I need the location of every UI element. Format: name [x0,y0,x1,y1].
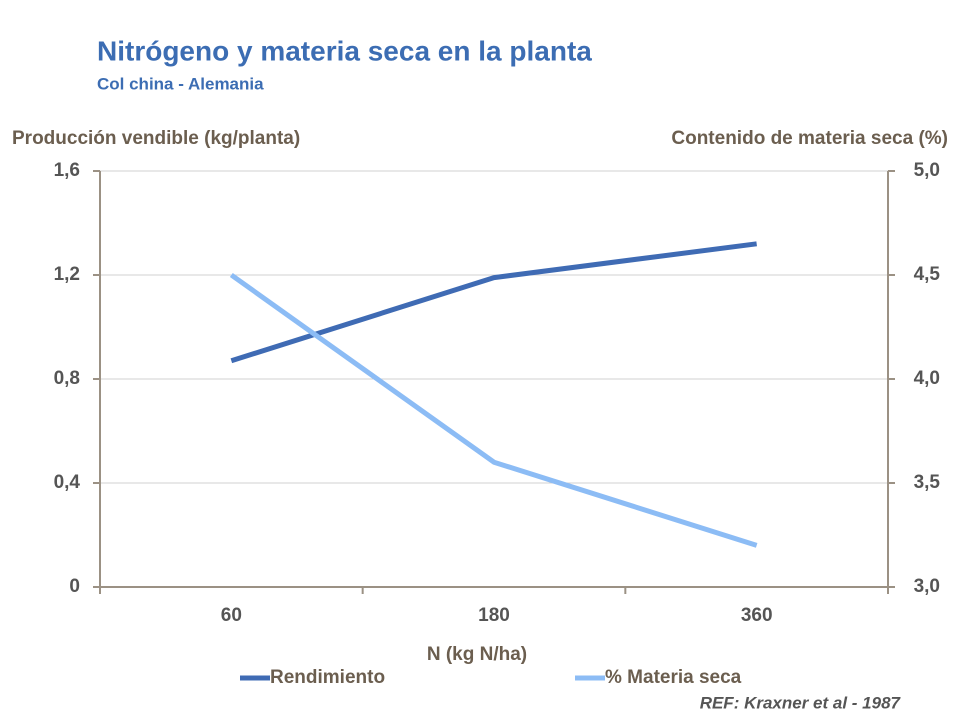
series-line [230,241,757,364]
y-tick-label: 0,8 [54,368,80,389]
y2-tick-label: 4,5 [914,264,941,285]
y2-tick-label: 3,0 [914,576,940,597]
y-tick-label: 1,2 [54,264,80,285]
y-tick-label: 1,6 [54,160,80,181]
legend-label: % Materia seca [605,667,742,688]
y2-tick-label: 4,0 [914,368,940,389]
x-tick-label: 60 [221,605,242,626]
chart-subtitle: Col china - Alemania [97,74,264,93]
y2-tick-label: 5,0 [914,160,940,181]
y-tick-label: 0 [69,576,80,597]
reference-note: REF: Kraxner et al - 1987 [700,693,902,712]
series-line [229,272,758,548]
chart-title: Nitrógeno y materia seca en la planta [97,35,592,66]
legend-label: Rendimiento [270,667,385,688]
y-tick-label: 0,4 [54,472,81,493]
x-tick-label: 180 [478,605,510,626]
x-axis-title: N (kg N/ha) [427,644,527,665]
y-axis-title: Producción vendible (kg/planta) [12,128,300,149]
x-tick-label: 360 [741,605,773,626]
y2-axis-title: Contenido de materia seca (%) [671,128,948,149]
y2-tick-label: 3,5 [914,472,941,493]
